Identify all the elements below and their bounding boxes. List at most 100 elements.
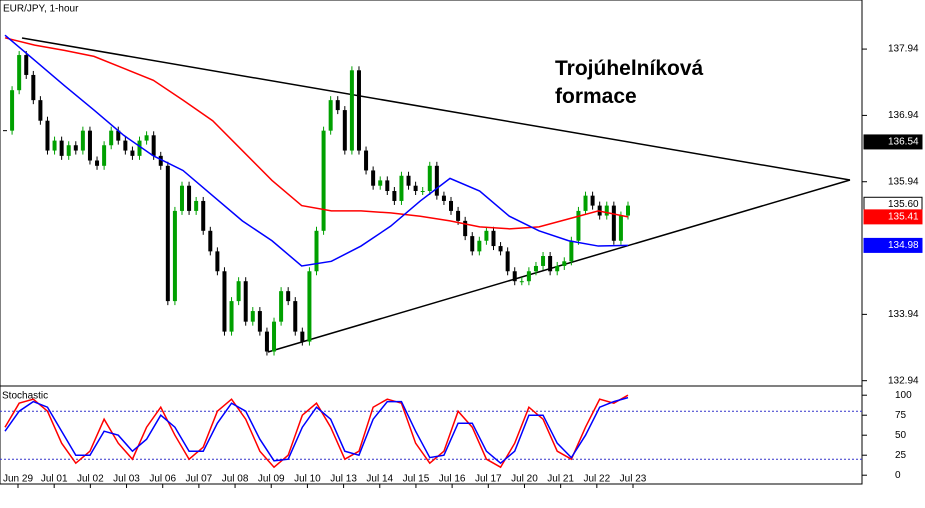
x-tick-label: Jul 15 xyxy=(403,474,430,485)
plot-frame xyxy=(0,0,863,485)
candle xyxy=(257,311,262,332)
candle xyxy=(187,185,192,211)
candle xyxy=(59,140,64,156)
x-tick-label: Jul 07 xyxy=(186,474,213,485)
x-tick-label: Jul 01 xyxy=(41,474,68,485)
y-tick-label: 132.94 xyxy=(888,375,919,386)
candle xyxy=(87,130,92,161)
candle xyxy=(427,165,432,192)
candle xyxy=(80,130,85,151)
price-marker-label: 135.60 xyxy=(888,199,919,210)
candle xyxy=(31,74,36,101)
y-tick-label: 25 xyxy=(895,450,907,461)
annotation: Trojúhelníková formace xyxy=(555,57,704,108)
x-tick-label: Jul 08 xyxy=(222,474,249,485)
candle xyxy=(484,230,489,241)
candle xyxy=(399,175,404,201)
candle xyxy=(498,246,503,252)
candle xyxy=(321,130,326,231)
x-tick-label: Jun 29 xyxy=(3,474,33,485)
y-tick-label: 50 xyxy=(895,430,907,441)
y-tick-label: 137.94 xyxy=(888,44,919,55)
candle xyxy=(38,100,43,121)
candle xyxy=(286,291,291,302)
candle xyxy=(102,145,107,166)
candle xyxy=(208,230,213,252)
candle xyxy=(618,215,623,241)
candle xyxy=(526,271,531,282)
candle xyxy=(449,200,454,211)
candle xyxy=(456,210,461,221)
candle xyxy=(123,140,128,151)
y-tick-label: 136.94 xyxy=(888,110,919,121)
x-tick-label: Jul 02 xyxy=(77,474,104,485)
x-tick-label: Jul 13 xyxy=(330,474,357,485)
candle xyxy=(222,271,227,332)
candle xyxy=(406,175,411,186)
candle xyxy=(109,130,114,146)
candle xyxy=(533,265,538,272)
candle xyxy=(243,281,248,322)
candle xyxy=(335,100,340,111)
candle xyxy=(548,256,553,272)
candle xyxy=(264,331,269,352)
candle xyxy=(73,145,78,151)
y-tick-label: 75 xyxy=(895,410,907,421)
candle xyxy=(378,180,383,186)
x-tick-label: Jul 16 xyxy=(439,474,466,485)
candle xyxy=(611,205,616,241)
x-tick-label: Jul 14 xyxy=(366,474,393,485)
price-marker-label: 135.41 xyxy=(888,212,919,223)
candle xyxy=(576,210,581,241)
candle xyxy=(470,236,475,252)
candle xyxy=(95,160,100,166)
candle xyxy=(194,200,199,211)
price-marker xyxy=(863,237,923,253)
candle xyxy=(505,251,510,272)
candle xyxy=(279,291,284,322)
x-tick-label: Jul 10 xyxy=(294,474,321,485)
candle xyxy=(236,281,241,302)
candle xyxy=(626,205,630,216)
candle xyxy=(371,170,376,186)
candle xyxy=(364,150,369,171)
candle xyxy=(463,220,468,237)
candle xyxy=(172,210,177,302)
moving-average xyxy=(4,37,629,230)
candle xyxy=(519,281,524,283)
y-tick-label: 100 xyxy=(895,390,912,401)
moving-average xyxy=(4,34,629,267)
candle xyxy=(215,251,220,272)
y-tick-label: 135.94 xyxy=(888,176,919,187)
candle xyxy=(342,110,347,151)
candle xyxy=(541,256,546,266)
candle xyxy=(272,321,277,352)
candle xyxy=(604,205,609,216)
candle xyxy=(512,271,517,282)
candle xyxy=(555,265,560,272)
candle xyxy=(52,140,57,151)
candle xyxy=(392,191,397,201)
price-marker xyxy=(863,134,923,150)
candle xyxy=(293,301,298,332)
candle xyxy=(328,100,333,131)
candle xyxy=(562,261,567,266)
candle xyxy=(434,165,439,196)
candle xyxy=(491,230,496,247)
candle xyxy=(349,70,354,151)
stochastic-line xyxy=(4,396,629,465)
price-marker-label: 136.54 xyxy=(888,137,919,148)
price-marker xyxy=(863,209,923,225)
candle xyxy=(179,185,184,211)
candle xyxy=(385,180,390,192)
candle xyxy=(314,230,319,272)
candle xyxy=(413,185,418,192)
candle xyxy=(137,140,142,156)
candle xyxy=(250,311,255,322)
candle xyxy=(307,271,312,342)
candle xyxy=(45,120,50,151)
candle xyxy=(201,200,206,231)
candle xyxy=(583,195,588,211)
stochastic-line xyxy=(4,394,629,469)
candle xyxy=(17,55,22,91)
